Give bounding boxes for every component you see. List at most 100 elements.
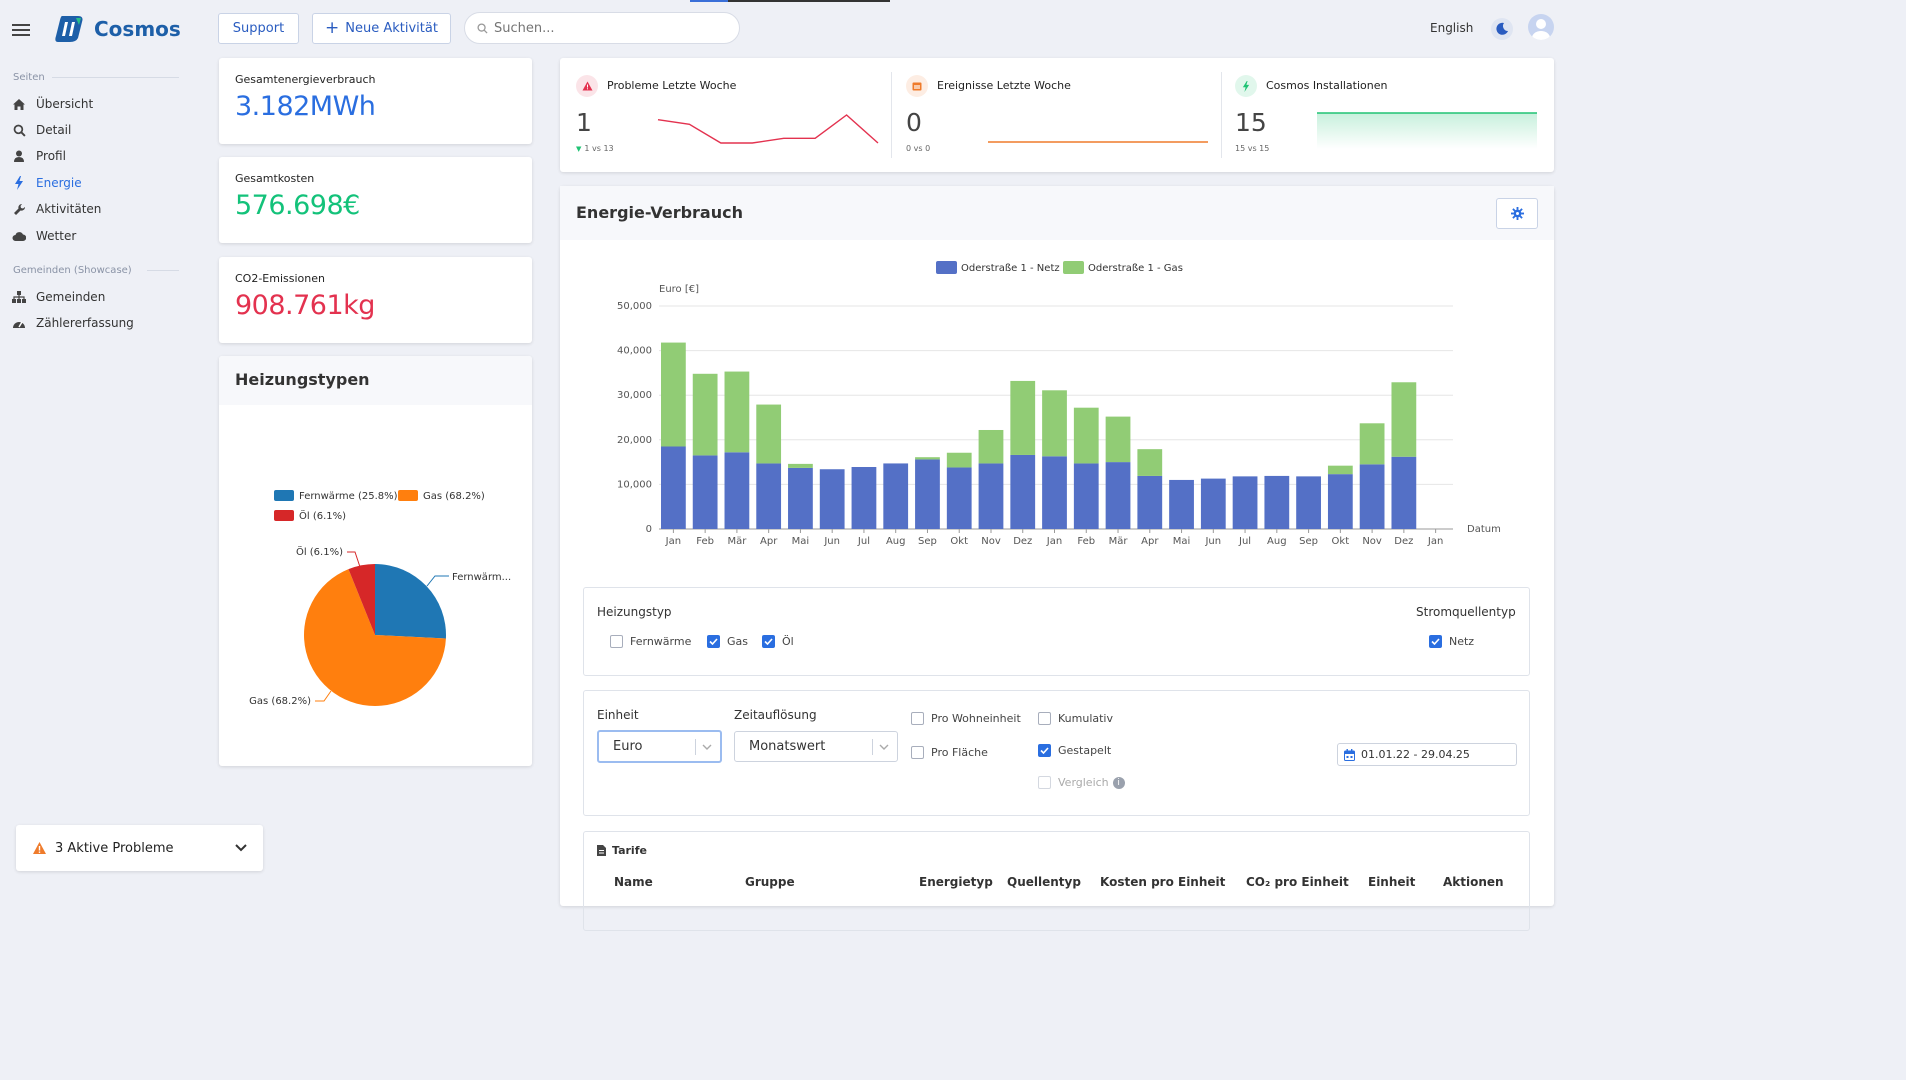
sidebar-item-meter-reading[interactable]: Zählererfassung bbox=[12, 316, 134, 330]
pie-slice[interactable] bbox=[375, 564, 446, 639]
bar-segment[interactable] bbox=[1105, 462, 1131, 529]
checkbox-grid[interactable]: Netz bbox=[1429, 635, 1474, 648]
checkbox-box[interactable] bbox=[911, 712, 924, 725]
bar-segment[interactable] bbox=[915, 457, 940, 460]
bar-segment[interactable] bbox=[1232, 476, 1258, 529]
bar-segment[interactable] bbox=[851, 467, 877, 529]
checkbox-box[interactable] bbox=[1038, 744, 1051, 757]
bar-segment[interactable] bbox=[1073, 463, 1099, 529]
sidebar-item-communities[interactable]: Gemeinden bbox=[12, 290, 105, 304]
checkbox-box[interactable] bbox=[707, 635, 720, 648]
bar-segment[interactable] bbox=[1391, 382, 1417, 457]
legend-label[interactable]: Gas (68.2%) bbox=[423, 491, 485, 502]
column-header-energy-type[interactable]: Energietyp bbox=[919, 875, 993, 889]
dark-mode-toggle[interactable] bbox=[1491, 18, 1513, 40]
sidebar-item-activities[interactable]: Aktivitäten bbox=[12, 202, 101, 216]
menu-icon[interactable] bbox=[12, 24, 30, 36]
bar-segment[interactable] bbox=[1010, 454, 1036, 529]
support-button[interactable]: Support bbox=[218, 13, 299, 44]
legend-label[interactable]: Fernwärme (25.8%) bbox=[299, 491, 398, 502]
checkbox-box[interactable] bbox=[1429, 635, 1442, 648]
bar-segment[interactable] bbox=[915, 459, 940, 529]
sidebar-item-overview[interactable]: Übersicht bbox=[12, 97, 93, 111]
legend-label[interactable]: Oderstraße 1 - Netz bbox=[961, 263, 1060, 274]
checkbox-box[interactable] bbox=[762, 635, 775, 648]
bar-segment[interactable] bbox=[788, 467, 813, 529]
legend-swatch[interactable] bbox=[1063, 261, 1084, 274]
bar-segment[interactable] bbox=[1010, 380, 1036, 455]
legend-label[interactable]: Öl (6.1%) bbox=[299, 509, 346, 522]
sidebar-item-energy[interactable]: Energie bbox=[12, 176, 82, 190]
column-header-source-type[interactable]: Quellentyp bbox=[1007, 875, 1081, 889]
bar-segment[interactable] bbox=[1042, 456, 1067, 529]
legend-label[interactable]: Oderstraße 1 - Gas bbox=[1088, 263, 1183, 274]
bar-segment[interactable] bbox=[978, 429, 1004, 464]
column-header-name[interactable]: Name bbox=[614, 875, 653, 889]
bar-segment[interactable] bbox=[1327, 465, 1353, 475]
time-resolution-select[interactable]: Monatswert bbox=[734, 731, 898, 762]
bar-segment[interactable] bbox=[1327, 474, 1353, 529]
unit-select[interactable]: Euro bbox=[597, 730, 722, 763]
column-header-unit[interactable]: Einheit bbox=[1368, 875, 1416, 889]
avatar[interactable] bbox=[1528, 14, 1554, 40]
pie-slice[interactable] bbox=[348, 564, 375, 635]
bar-segment[interactable] bbox=[756, 463, 782, 529]
search-box[interactable] bbox=[464, 12, 740, 44]
column-header-co2-per-unit[interactable]: CO₂ pro Einheit bbox=[1246, 875, 1349, 889]
checkbox-oil[interactable]: Öl bbox=[762, 635, 794, 648]
bar-segment[interactable] bbox=[883, 463, 909, 529]
checkbox-gas[interactable]: Gas bbox=[707, 635, 748, 648]
bar-segment[interactable] bbox=[661, 342, 686, 447]
bar-segment[interactable] bbox=[724, 452, 750, 529]
pie-slice[interactable] bbox=[304, 569, 446, 706]
bar-segment[interactable] bbox=[692, 455, 718, 529]
bar-segment[interactable] bbox=[1169, 479, 1194, 529]
legend-swatch[interactable] bbox=[274, 510, 294, 521]
settings-button[interactable] bbox=[1496, 198, 1538, 229]
column-header-group[interactable]: Gruppe bbox=[745, 875, 795, 889]
new-activity-button[interactable]: + Neue Aktivität bbox=[312, 13, 451, 44]
bar-segment[interactable] bbox=[692, 373, 718, 456]
sidebar-item-detail[interactable]: Detail bbox=[12, 123, 71, 137]
active-problems-dropdown[interactable]: 3 Aktive Probleme bbox=[16, 825, 263, 871]
checkbox-box[interactable] bbox=[911, 746, 924, 759]
bar-segment[interactable] bbox=[756, 404, 782, 464]
sidebar-item-profile[interactable]: Profil bbox=[12, 149, 66, 163]
bar-segment[interactable] bbox=[1073, 407, 1099, 464]
checkbox-compare[interactable]: Vergleich i bbox=[1038, 776, 1125, 789]
bar-segment[interactable] bbox=[1042, 390, 1067, 457]
bar-segment[interactable] bbox=[819, 469, 845, 529]
bar-segment[interactable] bbox=[788, 463, 813, 468]
checkbox-district-heating[interactable]: Fernwärme bbox=[610, 635, 691, 648]
bar-segment[interactable] bbox=[1359, 464, 1385, 529]
bar-segment[interactable] bbox=[978, 463, 1004, 529]
sidebar-item-weather[interactable]: Wetter bbox=[12, 229, 76, 243]
bar-segment[interactable] bbox=[1264, 475, 1290, 529]
date-range-picker[interactable]: 01.01.22 - 29.04.25 bbox=[1337, 743, 1517, 766]
bar-segment[interactable] bbox=[1137, 475, 1163, 529]
bar-segment[interactable] bbox=[1105, 416, 1131, 463]
bar-segment[interactable] bbox=[1137, 449, 1163, 476]
search-input[interactable] bbox=[494, 20, 714, 36]
column-header-cost-per-unit[interactable]: Kosten pro Einheit bbox=[1100, 875, 1226, 889]
checkbox-per-unit[interactable]: Pro Wohneinheit bbox=[911, 712, 1021, 725]
bar-segment[interactable] bbox=[1391, 456, 1417, 529]
bar-segment[interactable] bbox=[1296, 476, 1321, 529]
checkbox-cumulative[interactable]: Kumulativ bbox=[1038, 712, 1113, 725]
checkbox-box[interactable] bbox=[610, 635, 623, 648]
bar-segment[interactable] bbox=[946, 467, 972, 529]
column-header-actions[interactable]: Aktionen bbox=[1443, 875, 1504, 889]
checkbox-box[interactable] bbox=[1038, 712, 1051, 725]
bar-segment[interactable] bbox=[1359, 423, 1385, 465]
legend-swatch[interactable] bbox=[274, 490, 294, 501]
info-icon[interactable]: i bbox=[1112, 776, 1125, 789]
bar-segment[interactable] bbox=[946, 452, 972, 468]
legend-swatch[interactable] bbox=[936, 261, 957, 274]
checkbox-stacked[interactable]: Gestapelt bbox=[1038, 744, 1111, 757]
language-selector[interactable]: English bbox=[1430, 21, 1474, 35]
checkbox-box[interactable] bbox=[1038, 776, 1051, 789]
legend-swatch[interactable] bbox=[398, 490, 418, 501]
bar-segment[interactable] bbox=[724, 371, 750, 453]
bar-segment[interactable] bbox=[1200, 478, 1226, 529]
bar-segment[interactable] bbox=[661, 446, 686, 529]
